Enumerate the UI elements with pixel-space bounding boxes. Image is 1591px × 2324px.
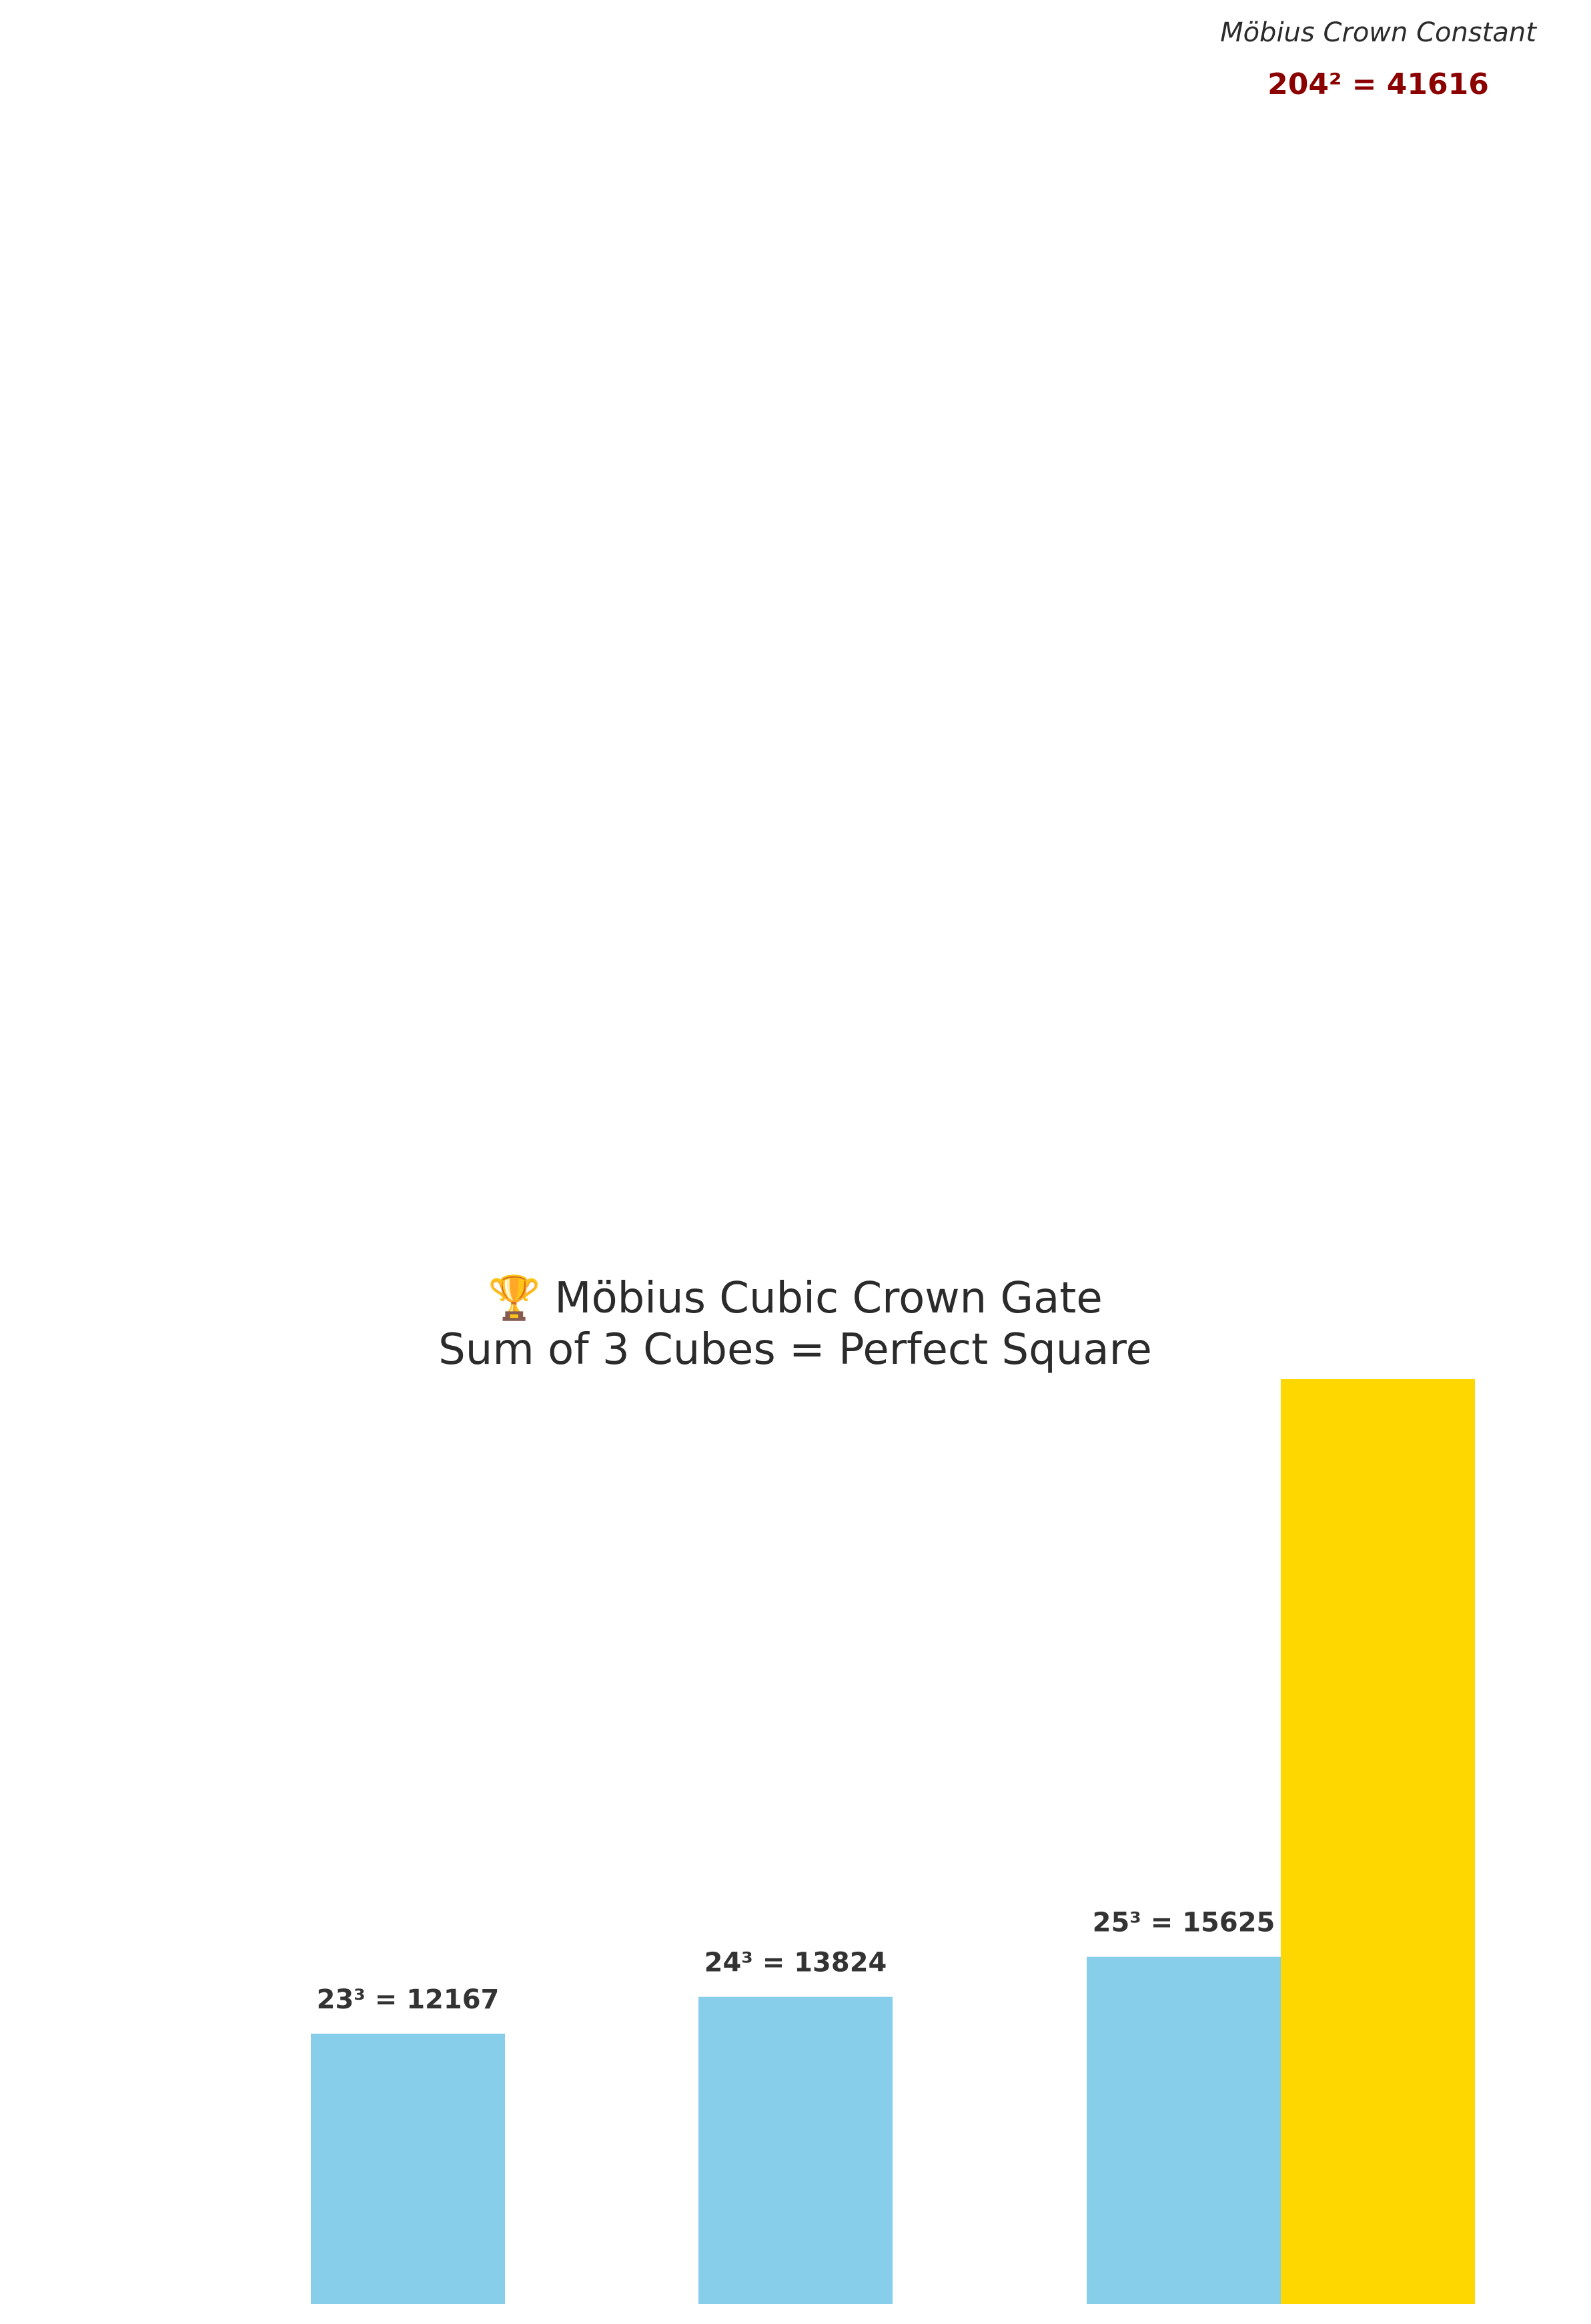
bars-group <box>311 1379 1475 2304</box>
chart-title-line-1: 🏆 Möbius Cubic Crown Gate <box>488 1274 1103 1323</box>
bar-2 <box>698 1996 893 2304</box>
bar-1 <box>311 2033 505 2304</box>
bar-label-1: 23³ = 12167 <box>317 1984 500 2015</box>
chart-title: 🏆 Möbius Cubic Crown Gate Sum of 3 Cubes… <box>438 1274 1152 1375</box>
constant-label: Möbius Crown Constant <box>1220 17 1537 48</box>
bar-labels-group: 23³ = 12167 24³ = 13824 25³ = 15625 <box>317 1908 1275 2015</box>
constant-value: 204² = 41616 <box>1267 67 1489 101</box>
bar-label-3: 25³ = 15625 <box>1093 1908 1275 1938</box>
bar-4 <box>1281 1379 1475 2304</box>
constant-annotation: Möbius Crown Constant 204² = 41616 <box>1220 17 1537 101</box>
chart-title-line-2: Sum of 3 Cubes = Perfect Square <box>438 1325 1152 1375</box>
bar-label-2: 24³ = 13824 <box>704 1948 887 1978</box>
bar-3 <box>1087 1956 1281 2304</box>
